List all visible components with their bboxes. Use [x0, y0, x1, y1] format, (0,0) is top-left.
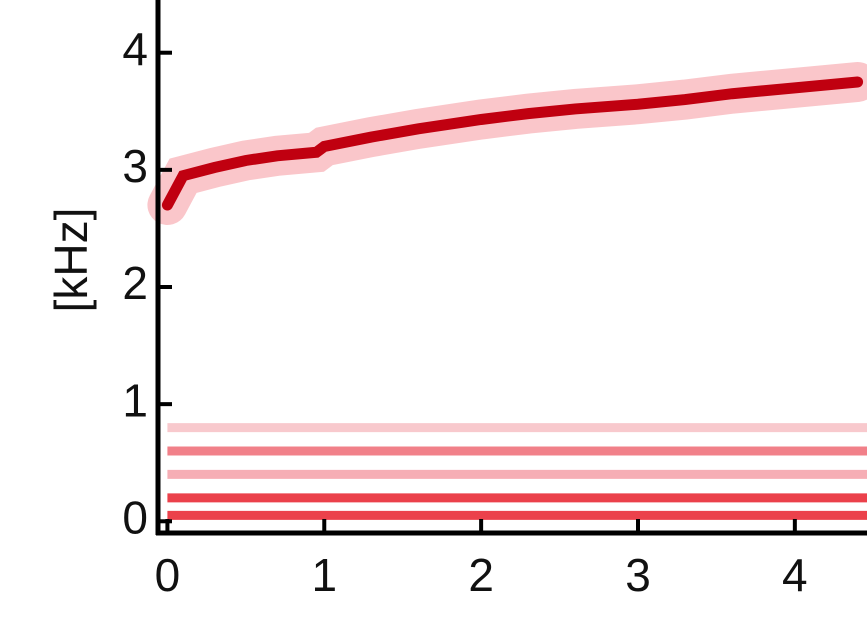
y-tick-label: 1 — [122, 374, 148, 426]
y-axis-label: [kHz] — [45, 208, 97, 313]
x-tick-label: 0 — [155, 549, 181, 601]
mode-halo — [147, 62, 867, 225]
mode-trace — [161, 76, 864, 211]
y-tick-label: 4 — [122, 23, 148, 75]
y-tick-label: 2 — [122, 257, 148, 309]
x-tick-label: 3 — [625, 549, 651, 601]
y-tick-label: 3 — [122, 140, 148, 192]
x-tick-label: 1 — [311, 549, 337, 601]
y-tick-label: 0 — [122, 491, 148, 543]
x-tick-label: 4 — [782, 549, 808, 601]
x-tick-label: 2 — [468, 549, 494, 601]
